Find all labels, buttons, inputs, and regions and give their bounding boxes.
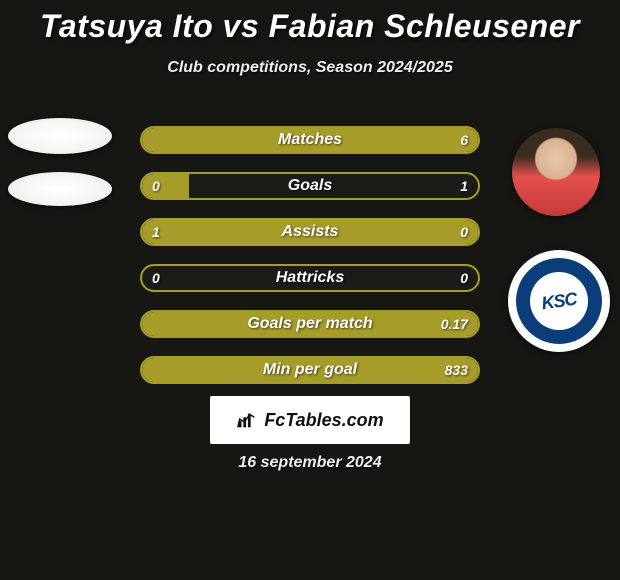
avatar-player-2 bbox=[512, 128, 600, 216]
stat-label: Goals bbox=[142, 174, 478, 198]
stat-value-left: 0 bbox=[142, 266, 170, 290]
stat-fill bbox=[142, 220, 478, 244]
stat-row: 0 0Hattricks bbox=[140, 264, 480, 292]
stat-fill-left bbox=[142, 174, 189, 198]
avatar-club-1 bbox=[8, 172, 112, 206]
stat-fill bbox=[142, 358, 478, 382]
stat-value-right: 0 bbox=[450, 266, 478, 290]
stat-value-right: 1 bbox=[450, 174, 478, 198]
stat-row: 01Goals bbox=[140, 172, 480, 200]
chart-icon bbox=[236, 409, 258, 431]
page-title: Tatsuya Ito vs Fabian Schleusener bbox=[0, 0, 620, 45]
brand-text: FcTables.com bbox=[264, 410, 383, 431]
avatar-club-2: KSC bbox=[508, 250, 610, 352]
page-subtitle: Club competitions, Season 2024/2025 bbox=[0, 59, 620, 77]
stat-label: Hattricks bbox=[142, 266, 478, 290]
brand-badge: FcTables.com bbox=[210, 396, 410, 444]
club-logo-text: KSC bbox=[526, 268, 592, 334]
stat-row: 0.17Goals per match bbox=[140, 310, 480, 338]
stat-row: 10Assists bbox=[140, 218, 480, 246]
stat-fill bbox=[142, 312, 478, 336]
club-logo-outer: KSC bbox=[516, 258, 602, 344]
stat-row: 833Min per goal bbox=[140, 356, 480, 384]
stat-fill bbox=[142, 128, 478, 152]
footer-date: 16 september 2024 bbox=[0, 454, 620, 472]
stat-row: 6Matches bbox=[140, 126, 480, 154]
avatar-player-1 bbox=[8, 118, 112, 154]
